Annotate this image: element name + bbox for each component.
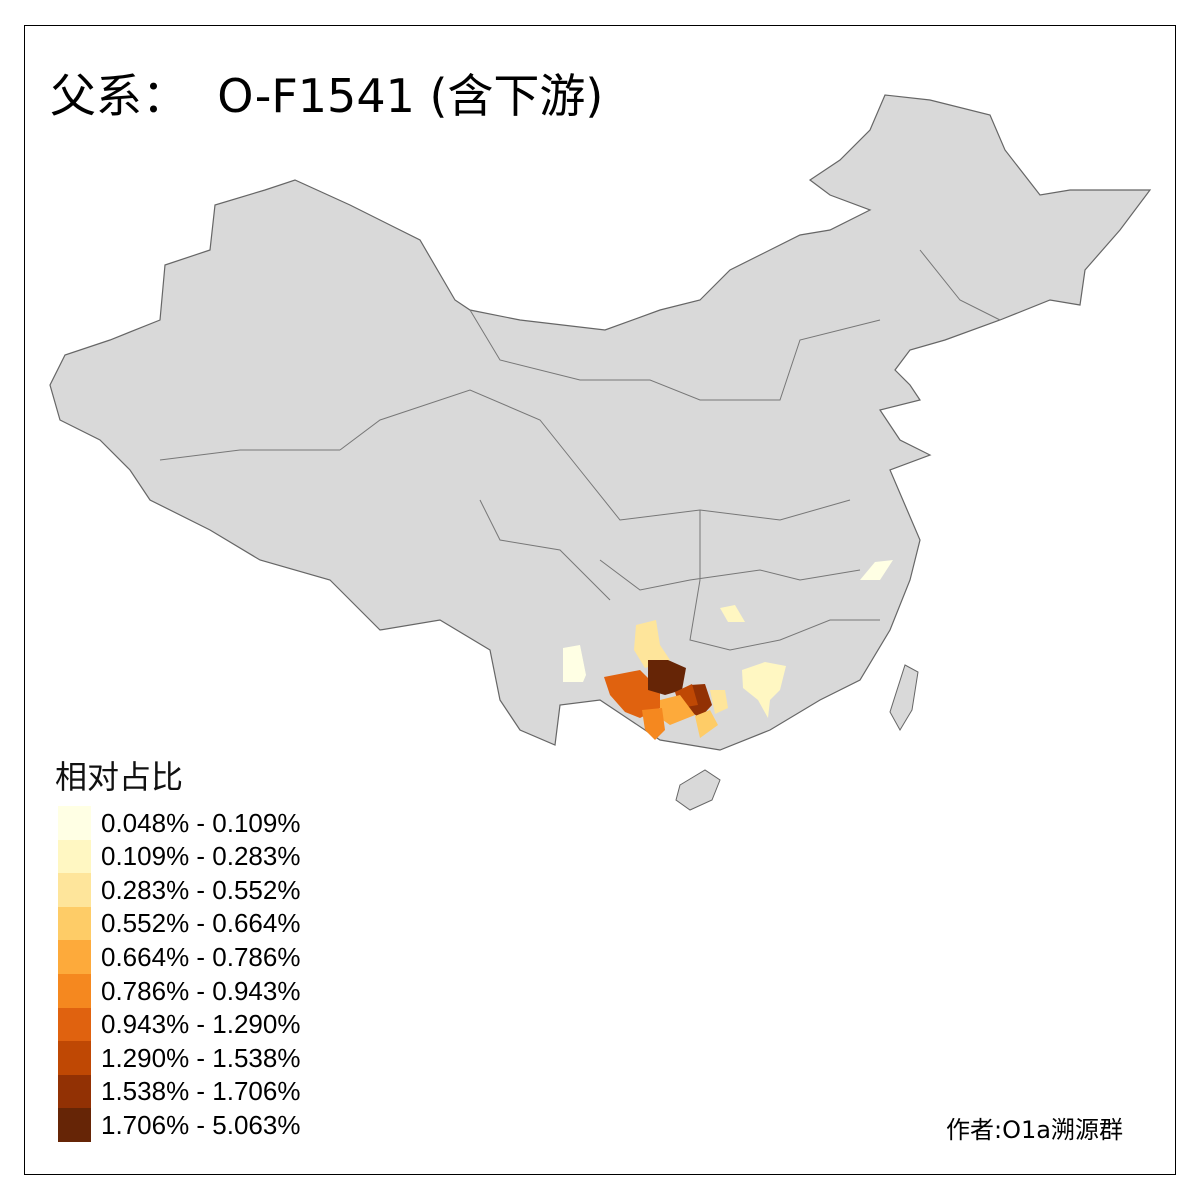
legend-label: 0.109% - 0.283% — [101, 841, 301, 872]
taiwan — [889, 664, 919, 731]
legend-label: 0.283% - 0.552% — [101, 874, 301, 905]
map-frame — [24, 25, 1176, 1175]
legend-label: 0.786% - 0.943% — [101, 975, 301, 1006]
legend-item: 0.283% - 0.552% — [58, 873, 301, 908]
country-outline — [49, 94, 1152, 811]
region-guangxi-south — [660, 695, 695, 725]
region-hunan — [720, 605, 745, 622]
legend-label: 0.943% - 1.290% — [101, 1009, 301, 1040]
legend-label: 0.048% - 0.109% — [101, 807, 301, 838]
legend-swatch — [58, 873, 91, 908]
legend-item: 0.664% - 0.786% — [58, 940, 301, 975]
legend-label: 1.290% - 1.538% — [101, 1042, 301, 1073]
map-title: 父系： O-F1541 (含下游) — [50, 69, 604, 123]
legend-item: 0.943% - 1.290% — [58, 1007, 301, 1042]
legend-swatch — [58, 839, 91, 874]
region-zhejiang — [860, 560, 893, 580]
legend-swatch — [58, 1108, 91, 1143]
region-guangxi-west — [604, 670, 660, 718]
legend-swatch — [58, 940, 91, 975]
legend-title: 相对占比 — [55, 758, 184, 796]
legend-item: 0.786% - 0.943% — [58, 974, 300, 1008]
legend-label: 0.552% - 0.664% — [101, 908, 301, 939]
legend-item: 1.706% - 5.063% — [58, 1108, 301, 1143]
legend-swatch — [58, 1041, 91, 1076]
legend-swatch — [58, 974, 91, 1008]
region-guangxi-sw — [642, 708, 665, 740]
legend-label: 1.706% - 5.063% — [101, 1109, 301, 1140]
legend-item: 1.538% - 1.706% — [58, 1074, 301, 1109]
legend-item: 0.109% - 0.283% — [58, 839, 301, 874]
legend-swatch — [58, 1007, 91, 1042]
region-guangxi-center — [648, 660, 686, 695]
region-guangdong — [742, 662, 786, 718]
province-borders — [159, 249, 1001, 651]
legend-item: 1.290% - 1.538% — [58, 1041, 301, 1076]
colored-regions — [563, 560, 893, 740]
author-credit: 作者:O1a溯源群 — [946, 1116, 1123, 1144]
region-yunnan-1 — [563, 645, 586, 682]
legend-swatch — [58, 806, 91, 840]
legend-label: 0.664% - 0.786% — [101, 941, 301, 972]
legend-item: 0.552% - 0.664% — [58, 906, 301, 941]
region-guangxi-far-east — [710, 690, 728, 714]
region-guizhou — [634, 620, 670, 668]
legend-swatch — [58, 906, 91, 941]
hainan — [675, 769, 721, 811]
mainland — [49, 94, 1152, 751]
legend-item: 0.048% - 0.109% — [58, 806, 300, 840]
legend-swatch — [58, 1074, 91, 1109]
legend-label: 1.538% - 1.706% — [101, 1076, 301, 1107]
region-guangxi-se — [695, 710, 718, 738]
